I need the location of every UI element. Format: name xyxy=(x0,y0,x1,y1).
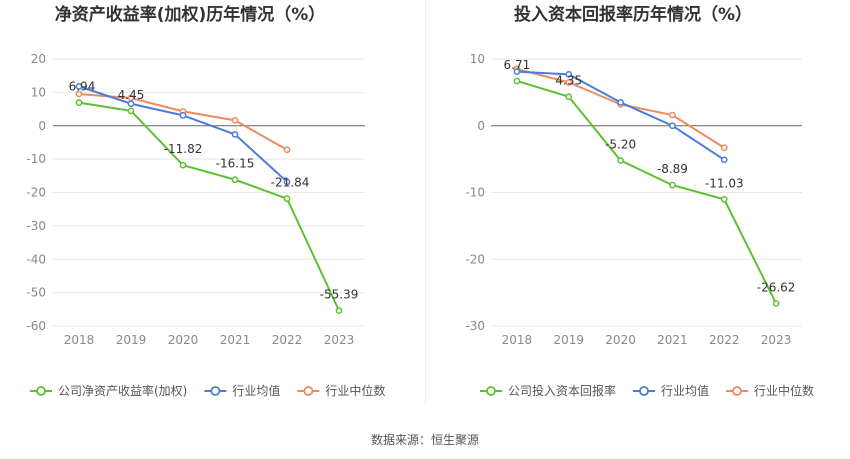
legend-swatch-marker xyxy=(486,386,496,396)
data-point xyxy=(513,77,521,85)
data-point xyxy=(669,111,676,119)
data-label: -55.39 xyxy=(320,288,359,302)
data-label: -26.62 xyxy=(757,280,796,294)
data-point xyxy=(513,68,521,76)
data-point xyxy=(231,176,239,184)
chart-title: 净资产收益率(加权)历年情况（%） xyxy=(55,4,326,25)
series-line xyxy=(516,68,725,149)
data-point xyxy=(565,79,573,86)
legend-swatch-marker xyxy=(639,386,649,396)
data-point xyxy=(283,146,291,154)
data-point xyxy=(565,71,573,78)
y-tick-label: 0 xyxy=(477,119,485,133)
y-tick-label: 10 xyxy=(31,85,46,99)
data-point xyxy=(231,117,239,124)
legend-label: 公司净资产收益率(加权) xyxy=(58,383,187,398)
data-point xyxy=(75,99,83,106)
y-tick-label: -30 xyxy=(26,219,46,233)
y-tick-label: -10 xyxy=(465,186,485,200)
x-tick-label: 2019 xyxy=(553,333,584,347)
data-point xyxy=(283,178,291,186)
x-tick-label: 2023 xyxy=(324,333,355,347)
legend-label: 行业均值 xyxy=(232,383,280,398)
legend-label: 公司投入资本回报率 xyxy=(508,383,616,398)
panel-divider xyxy=(425,0,426,405)
y-tick-label: 0 xyxy=(38,119,46,133)
data-point xyxy=(231,131,239,138)
data-label: 4.35 xyxy=(555,74,582,88)
x-tick-label: 2021 xyxy=(657,333,688,347)
y-tick-label: -40 xyxy=(26,252,46,266)
data-point xyxy=(179,112,187,119)
x-tick-label: 2018 xyxy=(64,333,95,347)
charts-canvas: 净资产收益率(加权)历年情况（%） 20 10 0 -10 -20 -30 -40 -50 -60… xyxy=(26,4,814,398)
data-point xyxy=(283,195,291,202)
source-note: 数据来源：恒生聚源 xyxy=(370,433,479,447)
data-label: -11.82 xyxy=(164,142,203,156)
data-point xyxy=(75,83,83,90)
data-point xyxy=(335,307,343,314)
series-line xyxy=(516,80,777,304)
y-tick-label: -20 xyxy=(26,186,46,200)
data-point xyxy=(75,90,83,98)
data-label: -16.15 xyxy=(216,157,255,171)
data-point xyxy=(127,107,135,115)
data-label: 6.71 xyxy=(504,58,531,72)
x-tick-label: 2022 xyxy=(709,333,740,347)
data-point xyxy=(617,157,624,164)
y-tick-label: 10 xyxy=(470,52,485,66)
chart-title: 投入资本回报率历年情况（%） xyxy=(514,4,752,25)
legend-label: 行业中位数 xyxy=(754,383,814,398)
data-point xyxy=(179,161,187,169)
x-tick-label: 2018 xyxy=(502,333,533,347)
data-point xyxy=(565,93,573,101)
legend-swatch-marker xyxy=(303,386,314,396)
data-point xyxy=(720,196,728,203)
x-tick-label: 2021 xyxy=(220,333,251,347)
y-tick-label: -20 xyxy=(465,252,485,266)
y-tick-label: -30 xyxy=(465,319,485,333)
series-line xyxy=(78,101,340,312)
x-tick-label: 2022 xyxy=(272,333,303,347)
legend-swatch-marker xyxy=(36,386,46,396)
data-point xyxy=(617,99,624,106)
legend-label: 行业中位数 xyxy=(325,383,385,398)
legend-swatch-marker xyxy=(732,386,742,396)
y-tick-label: 20 xyxy=(31,52,46,66)
data-label: -11.03 xyxy=(705,176,744,190)
data-point xyxy=(669,122,676,130)
x-tick-label: 2020 xyxy=(168,333,199,347)
data-label: -8.89 xyxy=(657,162,688,176)
y-tick-label: -60 xyxy=(26,319,46,333)
data-point xyxy=(720,156,728,164)
data-label: 6.94 xyxy=(69,80,96,94)
data-point xyxy=(127,100,135,108)
y-tick-label: -50 xyxy=(26,286,46,300)
legend-swatch-marker xyxy=(210,386,221,396)
data-point xyxy=(720,144,728,152)
x-tick-label: 2020 xyxy=(605,333,636,347)
data-point xyxy=(669,181,676,189)
data-label: -5.20 xyxy=(605,137,636,151)
data-point xyxy=(772,300,780,307)
legend-label: 行业均值 xyxy=(661,383,709,398)
x-tick-label: 2019 xyxy=(116,333,147,347)
data-label: -21.84 xyxy=(271,176,310,190)
y-tick-label: -10 xyxy=(26,152,46,166)
x-tick-label: 2023 xyxy=(761,333,792,347)
data-label: 4.45 xyxy=(118,88,145,102)
